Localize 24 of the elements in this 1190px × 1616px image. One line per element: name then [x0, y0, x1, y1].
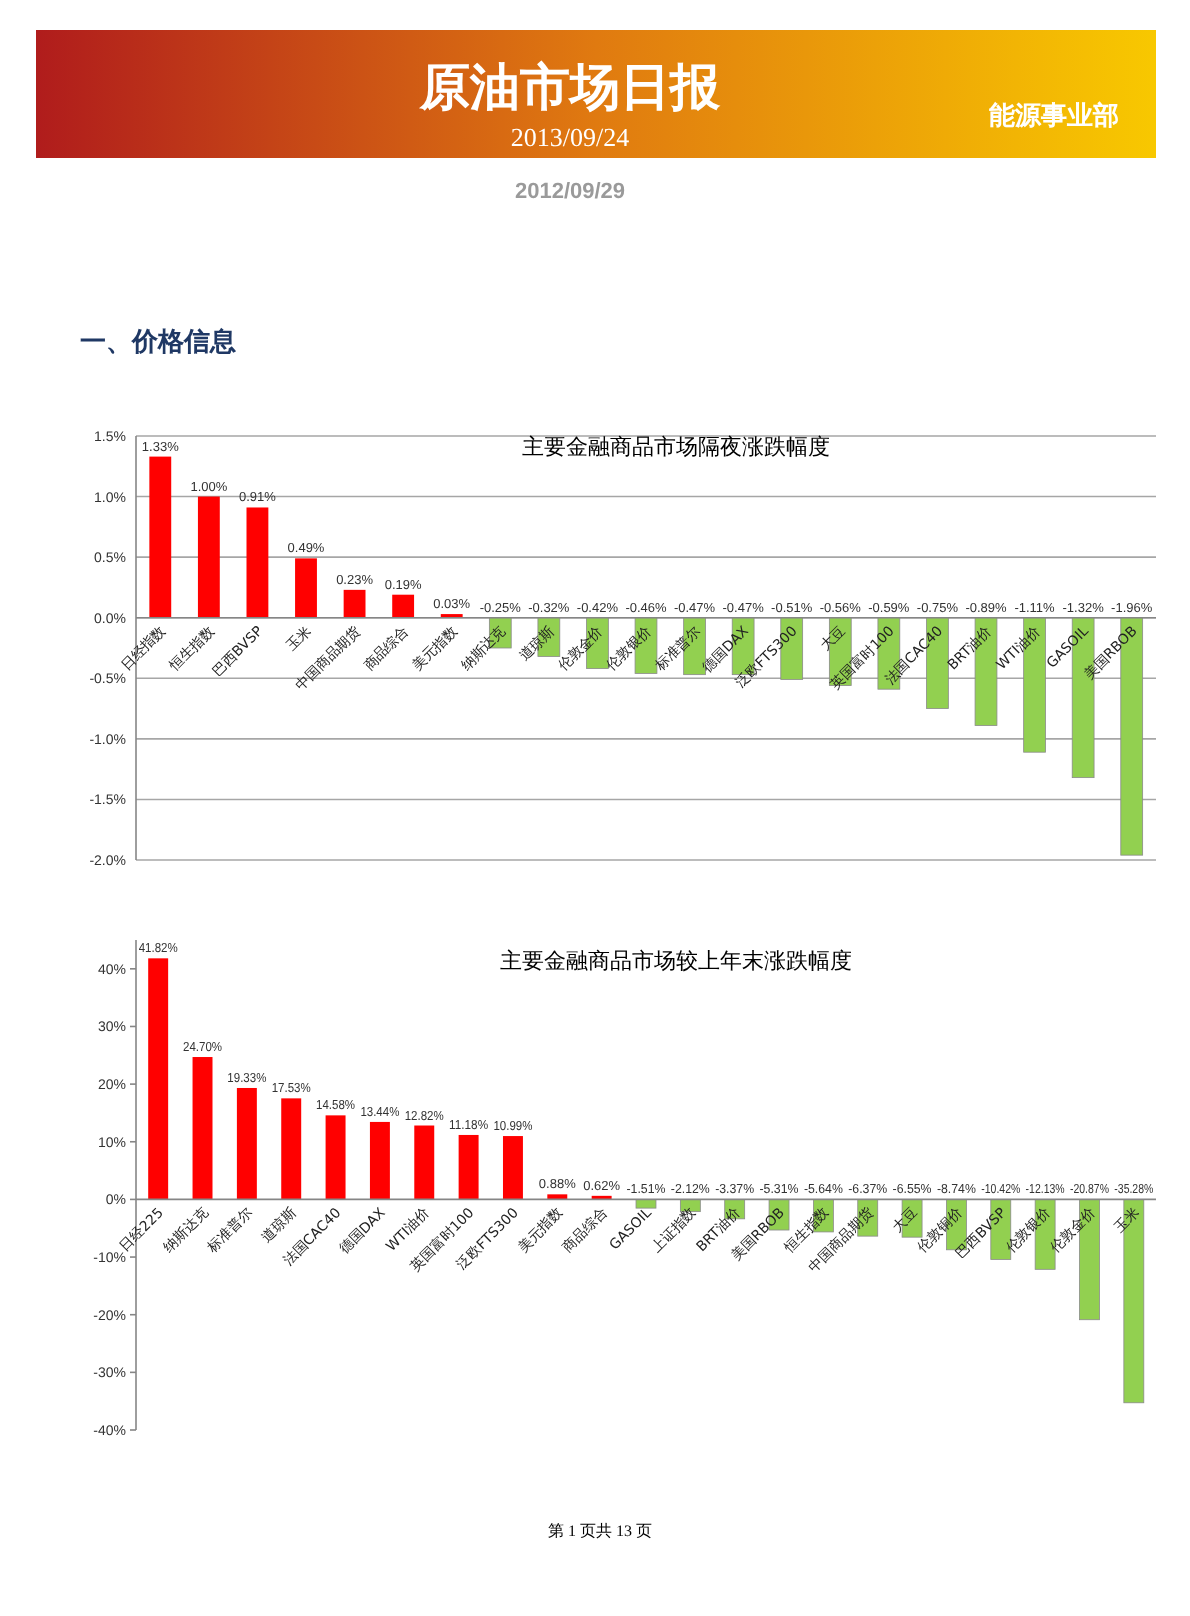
- bar: [149, 456, 172, 618]
- bar: [148, 958, 169, 1200]
- bar: [246, 507, 269, 618]
- bar: [325, 1115, 346, 1200]
- bar: [192, 1057, 213, 1200]
- bar: [414, 1125, 435, 1200]
- bar: [547, 1194, 568, 1200]
- chart-title: 主要金融商品市场隔夜涨跌幅度: [522, 434, 830, 460]
- bar: [369, 1121, 390, 1200]
- bar: [458, 1134, 479, 1200]
- text: 2013/09/24: [510, 122, 631, 152]
- text: 原油市场日报: [418, 58, 722, 116]
- chart-title: 主要金融商品市场较上年末涨跌幅度: [500, 948, 852, 974]
- bar: [295, 558, 317, 618]
- bar: [343, 589, 366, 618]
- bar: [281, 1098, 302, 1200]
- text: 第 1 页共 13 页: [548, 1522, 652, 1540]
- bar: [502, 1136, 523, 1200]
- text: 一、价格信息: [80, 326, 238, 358]
- bar: [197, 496, 220, 618]
- text: 2012/09/29: [514, 180, 626, 204]
- bar: [392, 594, 415, 618]
- text: 能源事业部: [989, 100, 1119, 132]
- bar: [236, 1087, 257, 1200]
